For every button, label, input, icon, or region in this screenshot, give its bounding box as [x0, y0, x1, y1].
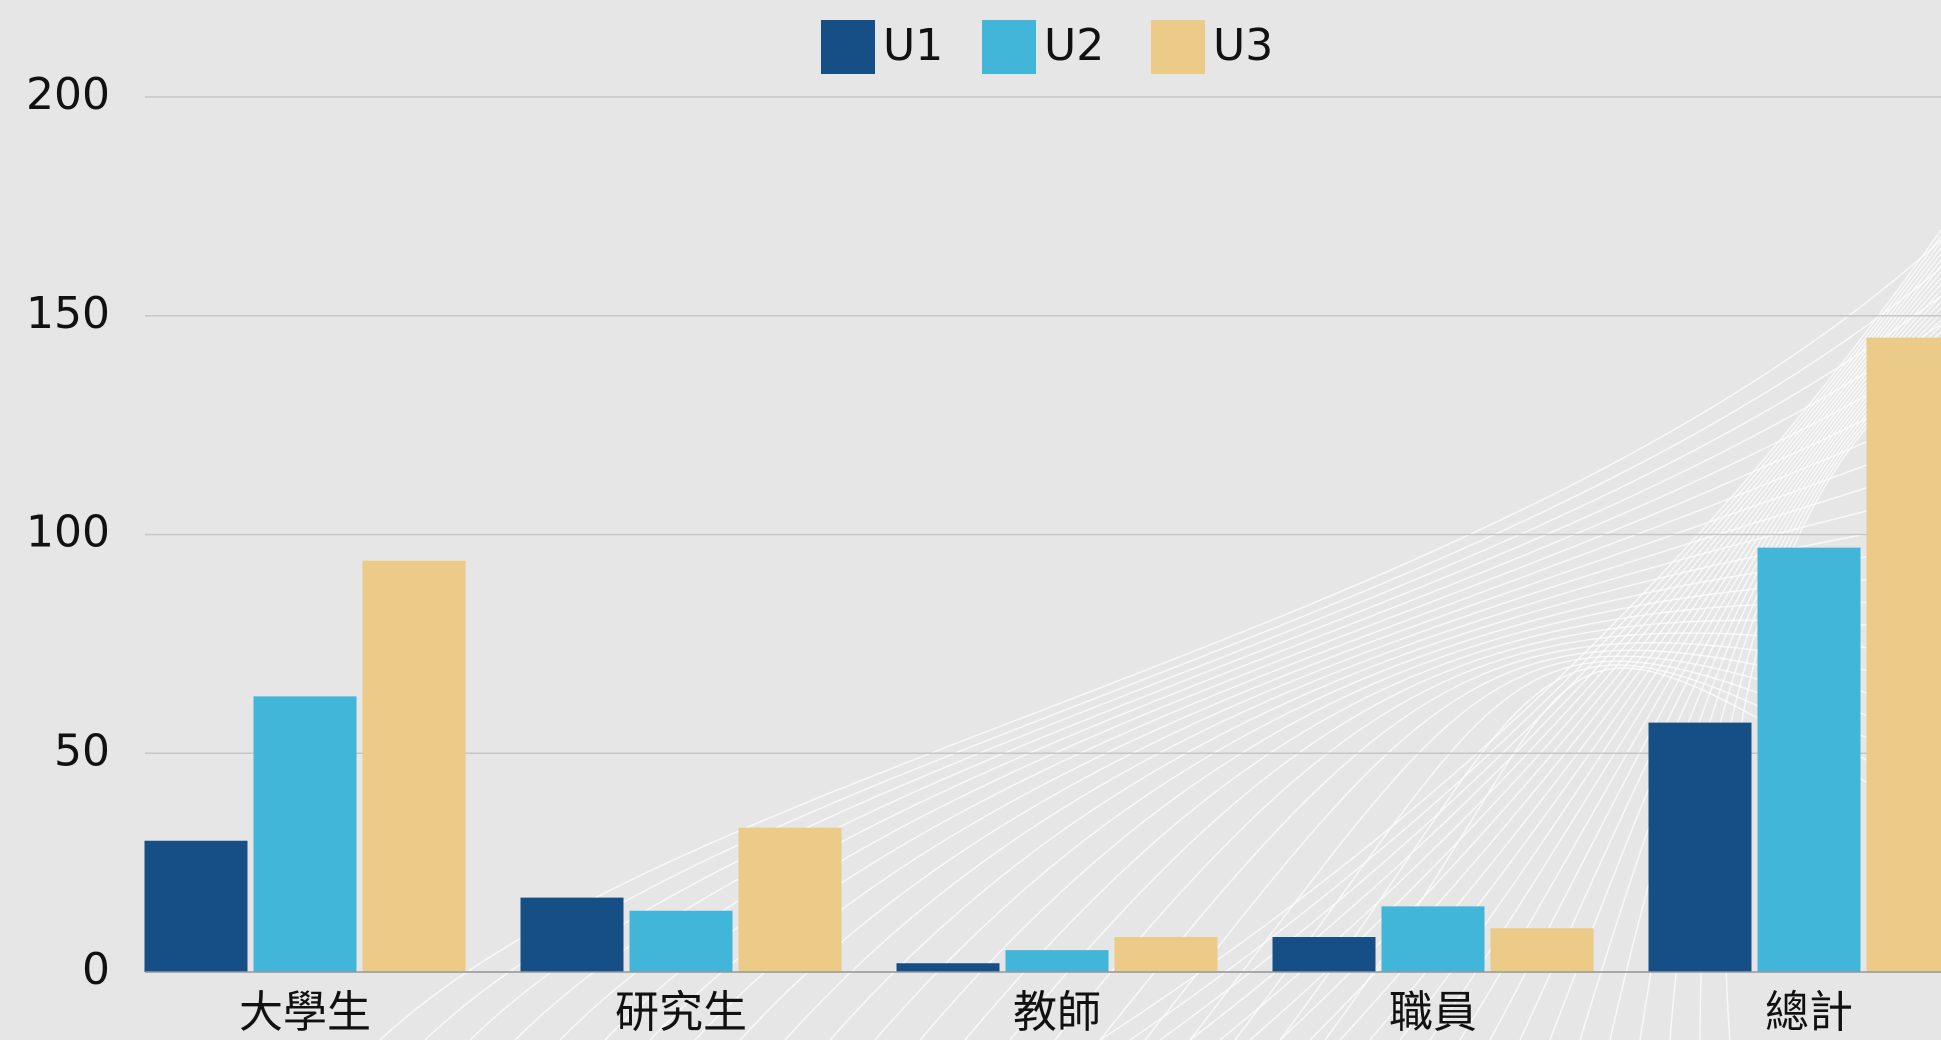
- legend-label: U1: [883, 20, 943, 71]
- bar: [362, 560, 466, 972]
- decor-curve: [1159, 241, 1941, 1040]
- x-tick-label: 職員: [1389, 987, 1477, 1038]
- bar: [738, 827, 842, 972]
- legend-swatch: [821, 20, 875, 74]
- decor-curve: [784, 491, 1941, 1040]
- x-tick-label: 大學生: [239, 987, 371, 1038]
- bar: [520, 897, 624, 972]
- bar: [1866, 337, 1941, 972]
- y-tick-label: 150: [26, 288, 110, 339]
- y-tick-label: 100: [26, 507, 110, 558]
- x-tick-label: 教師: [1013, 987, 1101, 1038]
- bar: [1757, 547, 1861, 972]
- decor-curve: [1489, 307, 1941, 1040]
- x-tick-label: 研究生: [615, 987, 747, 1038]
- decor-curve: [1459, 301, 1941, 1040]
- bar: [1648, 722, 1752, 972]
- legend-swatch: [982, 20, 1036, 74]
- decor-curve: [1429, 295, 1941, 1040]
- decor-curve: [739, 463, 1941, 1040]
- decor-curve: [1129, 235, 1941, 1040]
- decor-curve: [694, 435, 1941, 1040]
- y-tick-label: 200: [26, 69, 110, 120]
- bar: [896, 963, 1000, 972]
- decor-curve: [1549, 319, 1941, 1040]
- decor-curve: [1609, 331, 1941, 1040]
- decor-curve: [1189, 247, 1941, 1040]
- legend-label: U3: [1213, 20, 1273, 71]
- bar: [629, 910, 733, 972]
- bar: [144, 840, 248, 972]
- bar: [253, 696, 357, 972]
- decor-curve: [874, 547, 1941, 1040]
- bar: [1272, 937, 1376, 972]
- bar: [1490, 928, 1594, 972]
- bar: [1114, 937, 1218, 972]
- y-tick-label: 50: [54, 725, 110, 776]
- legend-swatch: [1151, 20, 1205, 74]
- decor-curve: [919, 575, 1941, 1040]
- y-tick-label: 0: [82, 944, 110, 995]
- bar: [1005, 950, 1109, 972]
- legend-label: U2: [1044, 20, 1104, 71]
- decor-curve: [1579, 325, 1941, 1040]
- x-tick-label: 總計: [1765, 987, 1853, 1038]
- decor-curve: [1219, 253, 1941, 1040]
- bar: [1381, 906, 1485, 972]
- decor-curve: [1519, 313, 1941, 1040]
